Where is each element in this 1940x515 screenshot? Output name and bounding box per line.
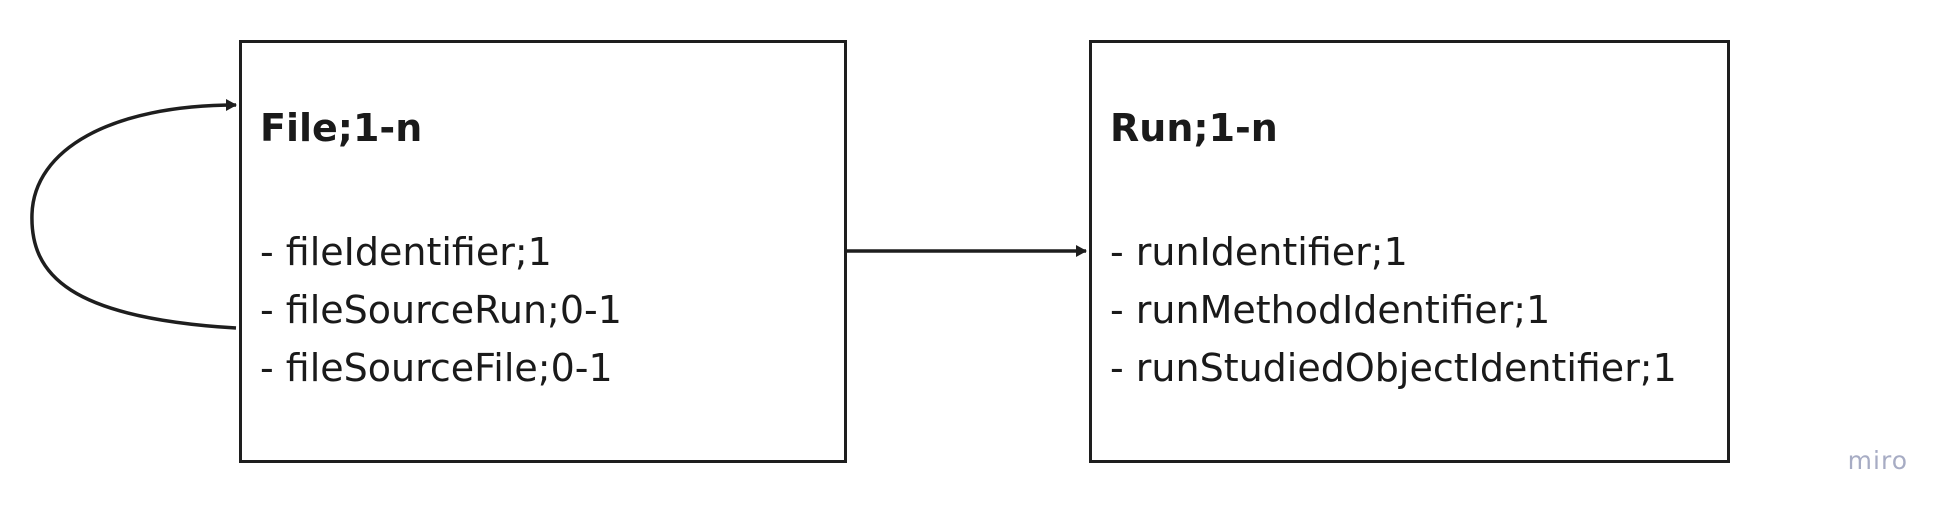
run-entity-box[interactable]: Run;1-n - runIdentifier;1 - runMethodIde… <box>1089 40 1730 463</box>
file-entity-box[interactable]: File;1-n - fileIdentifier;1 - fileSource… <box>239 40 847 463</box>
run-attribute: - runIdentifier;1 <box>1110 230 1408 274</box>
self-reference-connector[interactable] <box>30 99 237 330</box>
file-attribute: - fileSourceRun;0-1 <box>260 288 622 332</box>
miro-watermark: miro <box>1847 446 1908 475</box>
run-entity-title: Run;1-n <box>1110 106 1278 150</box>
run-attribute-list: - runIdentifier;1 - runMethodIdentifier;… <box>1110 223 1677 397</box>
file-attribute: - fileIdentifier;1 <box>260 230 552 274</box>
file-attribute: - fileSourceFile;0-1 <box>260 346 613 390</box>
run-attribute: - runMethodIdentifier;1 <box>1110 288 1551 332</box>
file-attribute-list: - fileIdentifier;1 - fileSourceRun;0-1 -… <box>260 223 622 397</box>
run-attribute: - runStudiedObjectIdentifier;1 <box>1110 346 1677 390</box>
file-entity-title: File;1-n <box>260 106 423 150</box>
